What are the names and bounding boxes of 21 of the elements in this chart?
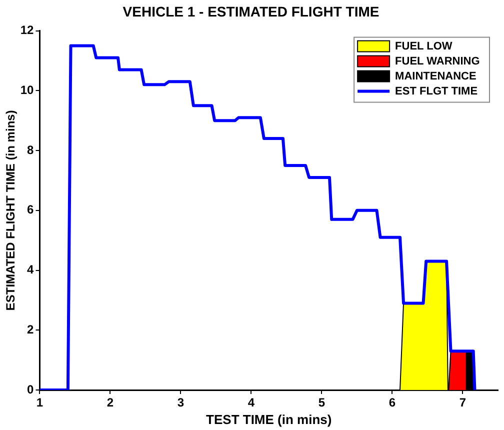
y-tick-label: 12 [20,23,34,38]
y-tick-label: 2 [27,322,34,336]
x-tick-label: 4 [248,396,255,410]
x-tick-label: 5 [318,396,326,410]
y-tick-label: 0 [27,382,34,396]
legend-label: FUEL LOW [395,40,453,52]
legend-label: MAINTENANCE [395,70,476,82]
x-tick-label: 2 [106,396,114,410]
x-axis-title: TEST TIME (in mins) [206,412,332,427]
y-tick-label: 4 [27,262,34,277]
legend-label: EST FLGT TIME [395,85,478,98]
chart-title: VEHICLE 1 - ESTIMATED FLIGHT TIME [122,3,380,20]
y-tick-label: 8 [27,142,34,157]
x-tick-label: 7 [459,396,466,410]
y-axis-title: ESTIMATED FLIGHT TIME (in mins) [4,110,18,311]
x-tick-label: 1 [36,396,44,410]
y-tick-label: 6 [27,202,34,217]
x-tick-label: 6 [388,396,396,410]
legend-label: FUEL WARNING [395,55,480,68]
x-tick-label: 3 [177,396,184,410]
y-tick-label: 10 [20,82,34,97]
